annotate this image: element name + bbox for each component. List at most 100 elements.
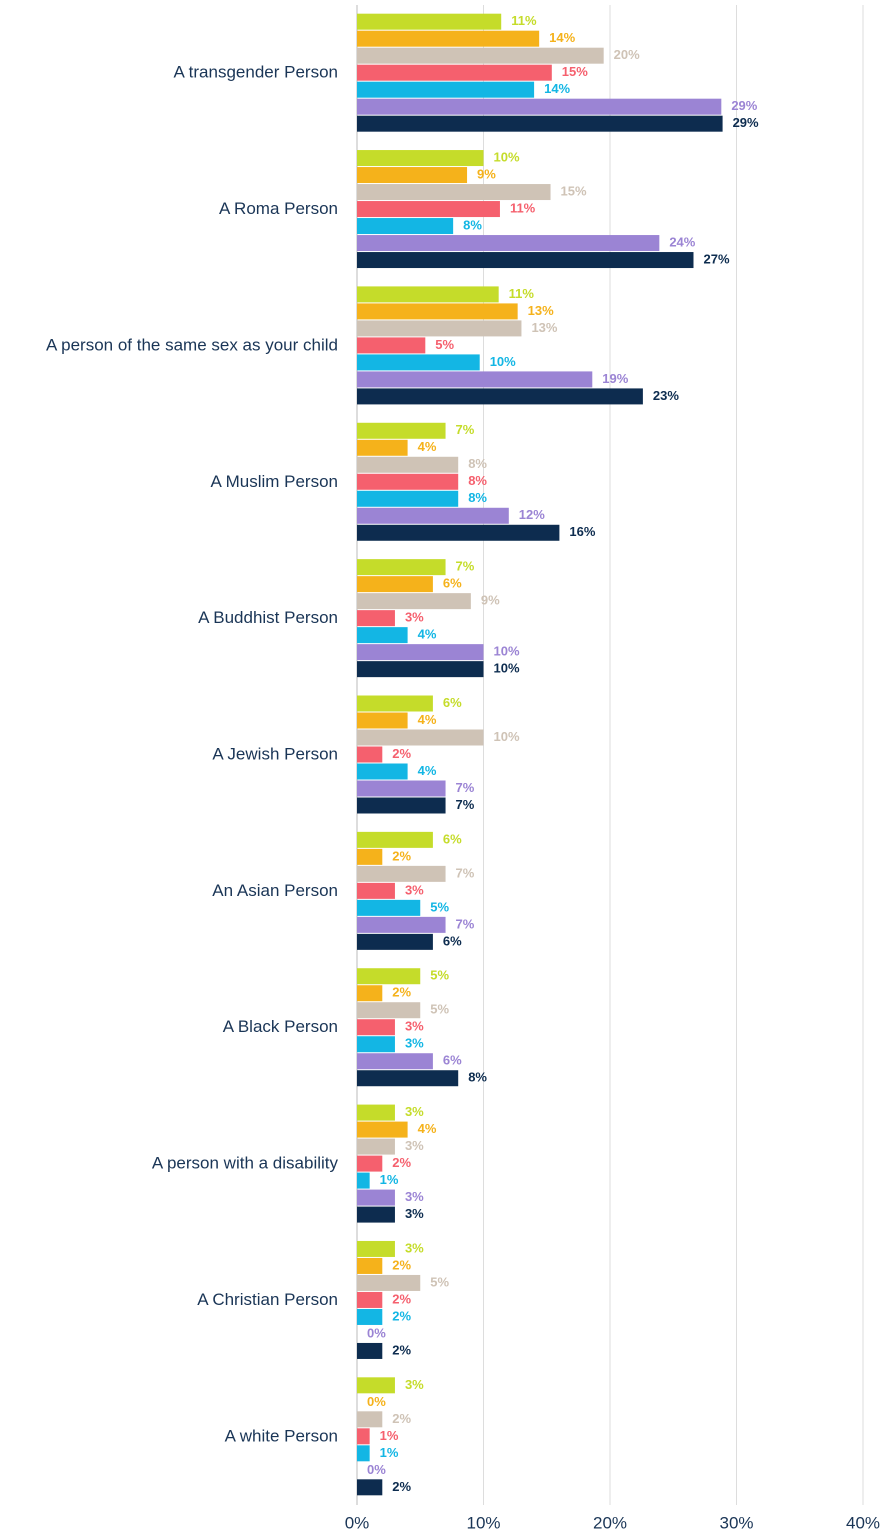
bar bbox=[357, 64, 552, 81]
bar bbox=[357, 201, 500, 218]
data-label: 7% bbox=[456, 780, 475, 795]
bar bbox=[357, 593, 471, 610]
data-label: 11% bbox=[510, 200, 536, 215]
bar bbox=[357, 780, 446, 797]
bar bbox=[357, 644, 484, 661]
data-label: 19% bbox=[602, 371, 628, 386]
data-label: 8% bbox=[468, 473, 487, 488]
bar bbox=[357, 1138, 395, 1155]
data-label: 7% bbox=[456, 559, 475, 574]
data-label: 2% bbox=[392, 848, 411, 863]
bar bbox=[357, 490, 459, 507]
bar bbox=[357, 1308, 383, 1325]
data-label: 3% bbox=[405, 1189, 424, 1204]
data-label: 2% bbox=[392, 1411, 411, 1426]
bar bbox=[357, 115, 723, 132]
data-label: 10% bbox=[490, 354, 516, 369]
bar bbox=[357, 286, 499, 303]
data-label: 2% bbox=[392, 1291, 411, 1306]
data-label: 13% bbox=[528, 303, 554, 318]
bar bbox=[357, 1121, 408, 1138]
bar bbox=[357, 797, 446, 814]
x-tick-label: 0% bbox=[345, 1513, 370, 1532]
bar bbox=[357, 320, 522, 337]
data-label: 3% bbox=[405, 1104, 424, 1119]
data-label: 11% bbox=[509, 286, 535, 301]
data-label: 3% bbox=[405, 1377, 424, 1392]
data-label: 27% bbox=[703, 251, 729, 266]
bar bbox=[357, 1002, 421, 1019]
data-label: 5% bbox=[430, 968, 449, 983]
bar bbox=[357, 1053, 433, 1070]
bar bbox=[357, 422, 446, 439]
data-label: 8% bbox=[468, 1070, 487, 1085]
bar bbox=[357, 1274, 421, 1291]
bar bbox=[357, 1291, 383, 1308]
x-tick-label: 20% bbox=[593, 1513, 627, 1532]
bar bbox=[357, 47, 604, 64]
bar bbox=[357, 968, 421, 985]
bar bbox=[357, 1104, 395, 1121]
bar bbox=[357, 30, 540, 47]
data-label: 14% bbox=[544, 81, 570, 96]
bar bbox=[357, 1155, 383, 1172]
data-label: 29% bbox=[733, 115, 759, 130]
data-label: 1% bbox=[380, 1172, 399, 1187]
bar bbox=[357, 150, 484, 167]
bar bbox=[357, 695, 433, 712]
data-label: 2% bbox=[392, 746, 411, 761]
category-label: An Asian Person bbox=[212, 881, 338, 900]
bar bbox=[357, 371, 593, 388]
bar bbox=[357, 763, 408, 780]
bar bbox=[357, 507, 509, 524]
bar bbox=[357, 524, 560, 541]
data-label: 29% bbox=[731, 98, 757, 113]
data-label: 3% bbox=[405, 1019, 424, 1034]
data-label: 14% bbox=[549, 30, 575, 45]
bar bbox=[357, 746, 383, 763]
bar bbox=[357, 1342, 383, 1359]
bar bbox=[357, 729, 484, 746]
data-label: 10% bbox=[494, 729, 520, 744]
bar bbox=[357, 303, 518, 320]
data-label: 8% bbox=[463, 217, 482, 232]
data-label: 5% bbox=[435, 337, 454, 352]
data-label: 20% bbox=[614, 47, 640, 62]
bar bbox=[357, 184, 551, 201]
data-label: 4% bbox=[418, 763, 437, 778]
data-label: 9% bbox=[477, 166, 496, 181]
bar bbox=[357, 1257, 383, 1274]
data-label: 6% bbox=[443, 831, 462, 846]
data-label: 7% bbox=[456, 916, 475, 931]
category-label: A transgender Person bbox=[174, 63, 338, 82]
bar bbox=[357, 354, 480, 371]
bar bbox=[357, 13, 502, 30]
data-label: 4% bbox=[418, 439, 437, 454]
data-label: 6% bbox=[443, 695, 462, 710]
bar bbox=[357, 1445, 370, 1462]
data-label: 5% bbox=[430, 899, 449, 914]
data-label: 0% bbox=[367, 1462, 386, 1477]
bar bbox=[357, 610, 395, 627]
data-label: 1% bbox=[380, 1445, 399, 1460]
bar bbox=[357, 81, 535, 98]
bar bbox=[357, 167, 468, 184]
bar bbox=[357, 916, 446, 933]
bar bbox=[357, 559, 446, 576]
data-label: 3% bbox=[405, 1240, 424, 1255]
data-label: 6% bbox=[443, 576, 462, 591]
category-label: A person of the same sex as your child bbox=[46, 335, 338, 354]
category-label: A Black Person bbox=[223, 1017, 338, 1036]
bar bbox=[357, 439, 408, 456]
data-label: 0% bbox=[367, 1325, 386, 1340]
data-label: 2% bbox=[392, 1479, 411, 1494]
bar bbox=[357, 1036, 395, 1053]
bar bbox=[357, 456, 459, 473]
bar bbox=[357, 627, 408, 644]
bar bbox=[357, 1206, 395, 1223]
x-tick-label: 30% bbox=[719, 1513, 753, 1532]
bar bbox=[357, 473, 459, 490]
data-label: 7% bbox=[456, 797, 475, 812]
data-label: 6% bbox=[443, 933, 462, 948]
data-label: 8% bbox=[468, 490, 487, 505]
